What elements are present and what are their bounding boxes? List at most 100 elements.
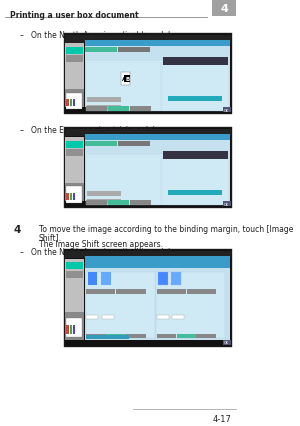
Bar: [223, 340, 231, 345]
Bar: [65, 108, 231, 113]
Bar: [85, 48, 117, 53]
Bar: [85, 45, 230, 113]
Text: –: –: [19, 31, 23, 40]
Bar: [66, 271, 83, 278]
Bar: [108, 201, 129, 205]
Bar: [85, 41, 230, 47]
Bar: [162, 63, 229, 112]
Bar: [162, 157, 229, 206]
Bar: [67, 100, 69, 106]
Bar: [118, 48, 150, 53]
Bar: [116, 290, 146, 294]
Text: 4-17: 4-17: [212, 414, 231, 423]
Bar: [169, 97, 222, 102]
Bar: [163, 152, 228, 160]
Bar: [73, 194, 75, 200]
Text: OK: OK: [224, 340, 229, 345]
Bar: [130, 107, 151, 112]
Bar: [157, 334, 176, 339]
Bar: [86, 157, 161, 206]
Bar: [65, 340, 231, 345]
Bar: [66, 93, 82, 109]
Text: –: –: [19, 126, 23, 135]
Bar: [85, 141, 117, 147]
Text: On the North American (inch) model:: On the North American (inch) model:: [31, 247, 173, 256]
Bar: [65, 130, 231, 137]
Bar: [73, 100, 75, 106]
Bar: [65, 201, 231, 207]
Bar: [66, 56, 83, 63]
Bar: [223, 201, 231, 207]
Bar: [87, 106, 121, 111]
Bar: [85, 263, 230, 268]
Bar: [73, 325, 75, 334]
Bar: [126, 334, 146, 339]
Bar: [157, 290, 186, 294]
Text: OK: OK: [224, 202, 229, 206]
Bar: [85, 138, 230, 207]
Bar: [102, 315, 114, 320]
Bar: [118, 141, 150, 147]
Bar: [66, 187, 82, 203]
Text: 4: 4: [221, 4, 229, 14]
Bar: [171, 273, 181, 285]
Text: The Image Shift screen appears.: The Image Shift screen appears.: [38, 239, 163, 248]
Text: B: B: [125, 77, 129, 81]
Text: On the European (metric) model:: On the European (metric) model:: [31, 126, 158, 135]
Bar: [87, 98, 121, 103]
Bar: [65, 138, 84, 207]
Bar: [157, 315, 169, 320]
Bar: [66, 141, 83, 148]
Text: Shift].: Shift].: [38, 232, 61, 241]
Bar: [169, 190, 222, 196]
Bar: [88, 273, 97, 285]
Bar: [86, 290, 116, 294]
Bar: [67, 194, 69, 200]
Bar: [65, 183, 84, 207]
Bar: [64, 249, 233, 347]
Bar: [65, 259, 84, 340]
Text: OK: OK: [224, 108, 229, 112]
Bar: [66, 263, 83, 270]
Bar: [66, 150, 83, 157]
Bar: [187, 290, 216, 294]
Bar: [130, 201, 151, 205]
Bar: [65, 312, 84, 340]
Text: Printing a user box document: Printing a user box document: [10, 11, 138, 20]
Bar: [121, 72, 130, 85]
Bar: [65, 89, 84, 113]
Bar: [163, 58, 228, 66]
Bar: [64, 128, 233, 209]
Bar: [176, 334, 196, 339]
Bar: [65, 44, 84, 113]
Bar: [70, 325, 72, 334]
Bar: [172, 315, 184, 320]
Bar: [158, 273, 168, 285]
Text: A: A: [122, 77, 126, 81]
FancyBboxPatch shape: [212, 1, 236, 17]
Bar: [86, 334, 106, 339]
Text: On the North American (inch) model:: On the North American (inch) model:: [31, 31, 173, 40]
Bar: [70, 194, 72, 200]
Bar: [70, 100, 72, 106]
Bar: [101, 273, 111, 285]
Bar: [86, 107, 107, 112]
Bar: [108, 107, 129, 112]
Bar: [67, 325, 69, 334]
Bar: [86, 315, 98, 320]
Bar: [85, 258, 230, 340]
Bar: [86, 155, 230, 206]
Text: 4: 4: [13, 225, 21, 235]
Bar: [196, 334, 216, 339]
Bar: [87, 192, 121, 197]
Bar: [86, 335, 129, 340]
Bar: [66, 318, 82, 337]
Text: To move the image according to the binding margin, touch [Image: To move the image according to the bindi…: [38, 225, 293, 234]
Bar: [85, 135, 230, 141]
Bar: [87, 199, 121, 204]
Bar: [66, 48, 83, 55]
Bar: [65, 251, 231, 259]
Bar: [106, 334, 126, 339]
Bar: [64, 34, 233, 115]
Bar: [86, 63, 161, 112]
